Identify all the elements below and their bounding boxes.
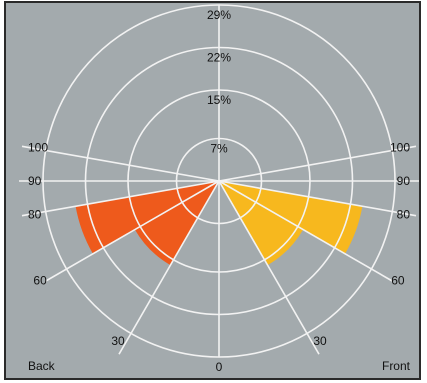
front-wedge-1 bbox=[219, 181, 363, 254]
back-wedge-0 bbox=[134, 181, 219, 266]
corner-label-back: Back bbox=[28, 359, 56, 373]
spoke-back-60 bbox=[45, 180, 220, 282]
spoke-back-80 bbox=[21, 180, 220, 217]
radial-tick-label-2: 22% bbox=[207, 51, 231, 65]
angle-tick-label-back-90: 90 bbox=[28, 174, 42, 188]
radial-tick-label-1: 15% bbox=[207, 93, 231, 107]
chart-frame: 7% 15% 22% 29% 0 30 30 60 60 80 80 90 90 100 100 Back Fr… bbox=[4, 1, 421, 380]
angle-tick-label-back-30: 30 bbox=[111, 334, 125, 348]
spoke-front-60 bbox=[218, 180, 393, 282]
angle-tick-label-back-80: 80 bbox=[28, 208, 42, 222]
angle-tick-label-back-60: 60 bbox=[33, 274, 47, 288]
radial-tick-label-3: 29% bbox=[207, 8, 231, 22]
spoke-front-100 bbox=[218, 145, 417, 182]
spoke-front-80 bbox=[218, 180, 417, 217]
angle-tick-label-front-100: 100 bbox=[390, 141, 410, 155]
angle-tick-label-back-100: 100 bbox=[28, 141, 48, 155]
angle-tick-label-front-60: 60 bbox=[391, 274, 405, 288]
back-wedge-1 bbox=[75, 181, 219, 254]
angle-tick-label-front-90: 90 bbox=[397, 174, 411, 188]
spoke-back-30 bbox=[118, 180, 220, 355]
radial-tick-label-0: 7% bbox=[210, 142, 228, 156]
corner-label-front: Front bbox=[382, 359, 411, 373]
angle-tick-label-0: 0 bbox=[216, 360, 223, 374]
spoke-back-100 bbox=[21, 145, 220, 182]
polar-chart: 7% 15% 22% 29% 0 30 30 60 60 80 80 90 90 100 100 Back Fr… bbox=[19, 4, 419, 374]
spoke-front-30 bbox=[218, 180, 320, 355]
angle-tick-label-front-30: 30 bbox=[313, 334, 327, 348]
front-wedge-0 bbox=[219, 181, 304, 266]
angle-tick-label-front-80: 80 bbox=[397, 208, 411, 222]
